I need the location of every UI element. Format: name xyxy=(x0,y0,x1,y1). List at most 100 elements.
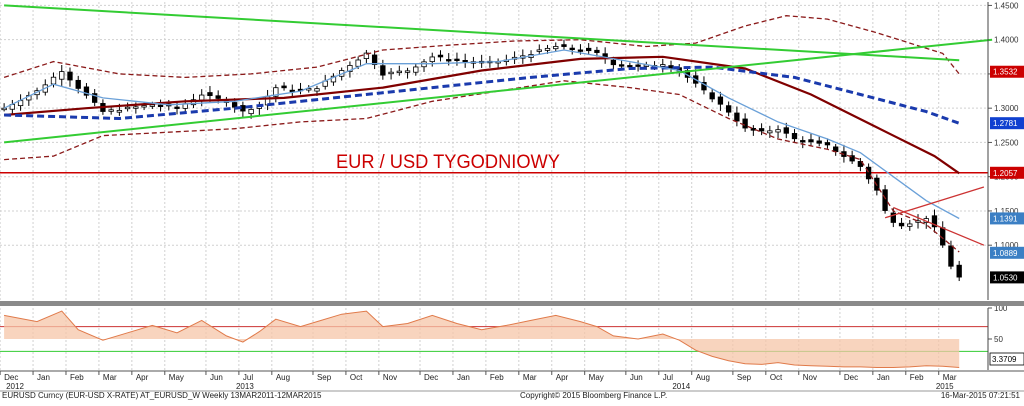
price-label-text: 1.0530 xyxy=(993,273,1018,282)
month-label: Jan xyxy=(37,373,50,382)
price-label-box xyxy=(990,166,1024,179)
overlay-line xyxy=(4,65,960,125)
candle-body xyxy=(915,220,921,223)
candle-body xyxy=(248,108,254,115)
candle-body xyxy=(717,96,724,105)
price-panel: 1.45001.40001.35001.30001.25001.20001.15… xyxy=(0,1,1024,300)
candle-body xyxy=(544,47,551,51)
candle-body xyxy=(586,47,592,52)
month-label: Apr xyxy=(136,373,149,382)
overlay-line xyxy=(893,206,985,246)
candle-body xyxy=(437,54,444,58)
candle-body xyxy=(907,223,913,227)
price-tick-label: 1.4500 xyxy=(994,1,1019,10)
month-label: Jun xyxy=(210,373,223,382)
price-tick-label: 1.1500 xyxy=(994,207,1019,216)
candle-body xyxy=(446,59,452,62)
candle-body xyxy=(800,140,806,143)
overlay-line xyxy=(3,49,960,220)
candle-body xyxy=(931,215,938,228)
panel-separator xyxy=(0,301,1024,306)
candle-body xyxy=(1,107,7,111)
month-label: Jun xyxy=(630,373,643,382)
price-label-box xyxy=(990,271,1024,284)
candle-body xyxy=(865,166,872,180)
candle-body xyxy=(157,104,164,108)
price-label-text: 1.3532 xyxy=(993,68,1018,77)
candle-body xyxy=(462,60,468,63)
candle-body xyxy=(108,109,114,112)
candle-body xyxy=(627,65,633,68)
candle-body xyxy=(59,71,65,80)
price-label-text: 1.1391 xyxy=(993,214,1018,223)
month-label: Sep xyxy=(317,373,332,382)
chart-annotation: EUR / USD TYGODNIOWY xyxy=(336,152,560,173)
year-label: 2012 xyxy=(6,382,24,391)
candle-body xyxy=(347,65,353,73)
price-label-text: 1.0889 xyxy=(993,249,1018,258)
year-label: 2013 xyxy=(236,382,254,391)
month-label: Dec xyxy=(424,373,438,382)
footer-copyright: Copyright© 2015 Bloomberg Finance L.P. xyxy=(520,391,667,400)
candle-body xyxy=(734,112,740,122)
candle-body xyxy=(207,92,213,97)
month-label: Apr xyxy=(556,373,569,382)
candle-body xyxy=(388,71,394,75)
footer-source: EURUSD Curncy (EUR-USD X-RATE) AT_EURUSD… xyxy=(2,391,322,400)
year-label: 2014 xyxy=(672,382,690,391)
candle-body xyxy=(314,88,320,92)
candle-body xyxy=(816,140,822,144)
candle-body xyxy=(849,155,855,162)
candle-body xyxy=(199,94,205,101)
candle-body xyxy=(83,86,90,96)
candle-body xyxy=(75,79,81,89)
price-label-box xyxy=(990,65,1024,78)
month-label: Feb xyxy=(70,373,84,382)
overlay-line xyxy=(3,38,993,144)
candle-body xyxy=(783,127,789,134)
candle-body xyxy=(553,46,559,50)
price-label-text: 1.2781 xyxy=(993,119,1018,128)
price-tick-label: 1.3000 xyxy=(994,104,1019,113)
month-label: May xyxy=(169,373,184,382)
candle-body xyxy=(561,44,567,47)
candle-body xyxy=(956,264,962,278)
candle-body xyxy=(775,129,781,133)
month-label: Sep xyxy=(737,373,752,382)
candle-body xyxy=(133,106,139,109)
month-label: Jan xyxy=(457,373,470,382)
month-label: Oct xyxy=(770,373,783,382)
candle-body xyxy=(92,93,98,103)
indicator-value-text: 3.3709 xyxy=(992,355,1017,364)
candle-body xyxy=(231,102,238,108)
month-label: Feb xyxy=(490,373,504,382)
candle-body xyxy=(882,189,888,211)
candle-body xyxy=(890,212,896,223)
month-label: Nov xyxy=(803,373,817,382)
candle-body xyxy=(808,139,814,143)
price-label-text: 1.2057 xyxy=(993,169,1018,178)
overlay-line xyxy=(884,186,985,219)
time-axis: Dec Jan Feb Mar Apr May Jun Jul Aug Sep Oct Nov Dec J… xyxy=(0,371,1024,392)
month-label: Dec xyxy=(4,373,18,382)
candle-body xyxy=(898,222,905,227)
month-label: Jul xyxy=(663,373,673,382)
price-tick-label: 1.1000 xyxy=(994,241,1019,250)
indicator-area xyxy=(4,311,960,368)
candle-body xyxy=(758,128,765,132)
year-label: 2015 xyxy=(936,382,954,391)
month-label: Mar xyxy=(103,373,117,382)
candle-body xyxy=(767,130,773,134)
candle-body xyxy=(67,71,73,81)
candle-body xyxy=(50,76,57,85)
candle-body xyxy=(569,47,575,51)
month-label: Feb xyxy=(910,373,924,382)
candle-body xyxy=(948,245,954,267)
candle-body xyxy=(396,70,402,74)
month-label: Oct xyxy=(350,373,363,382)
candle-body xyxy=(174,106,180,109)
candle-body xyxy=(141,105,147,108)
footer-timestamp: 16-Mar-2015 07:21:51 xyxy=(941,391,1021,400)
overlay-line xyxy=(4,55,960,175)
